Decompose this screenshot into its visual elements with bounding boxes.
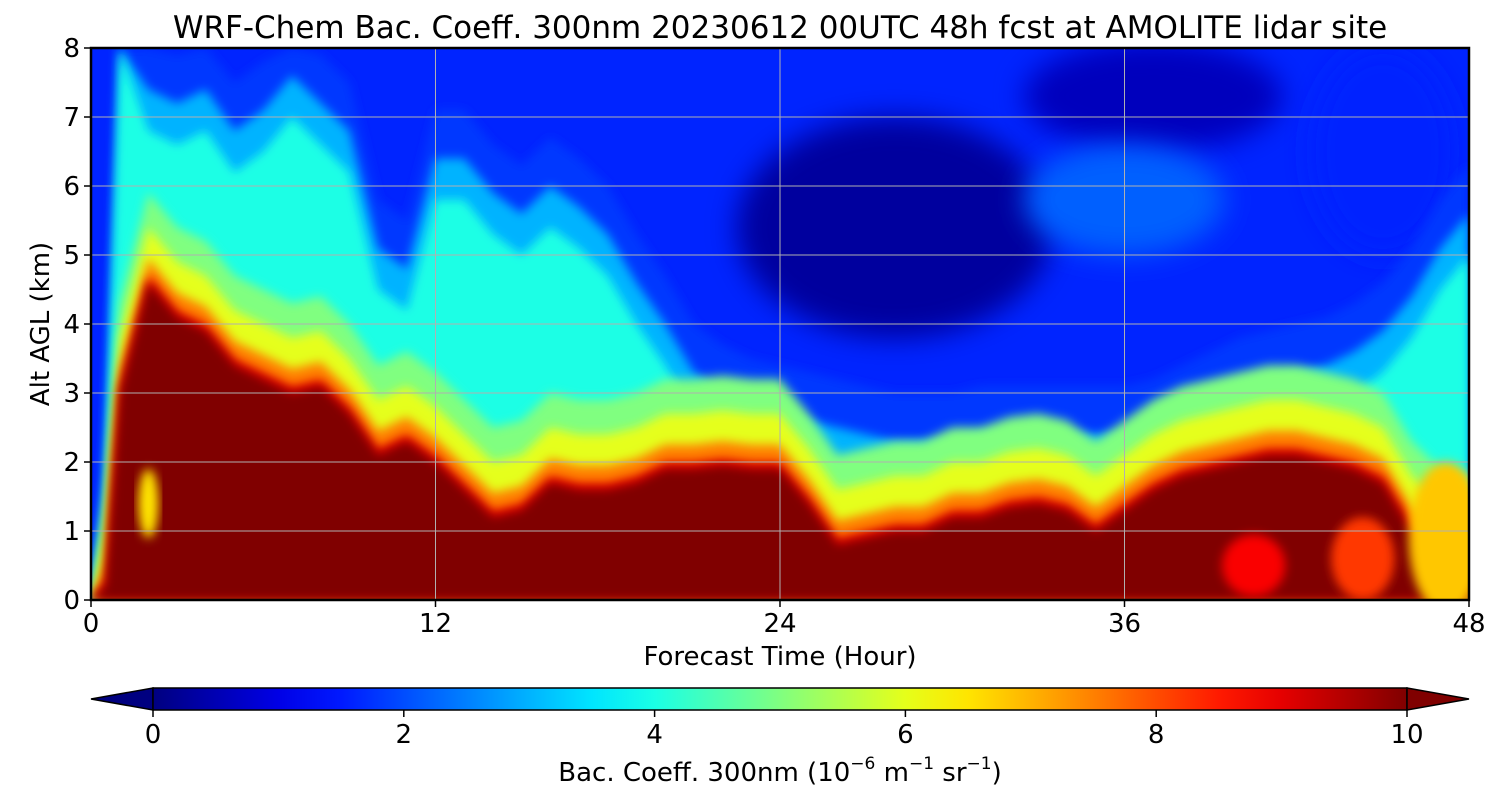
y-tick-label: 8 [63, 34, 80, 64]
colorbar-label-prefix: Bac. Coeff. 300nm (10 [558, 758, 850, 788]
embedded-patch [1408, 462, 1469, 600]
x-tick-label: 12 [419, 609, 452, 639]
x-axis-label: Forecast Time (Hour) [643, 642, 916, 672]
colorbar-label: Bac. Coeff. 300nm (10−6 m−1 sr−1) [558, 754, 1001, 788]
y-tick-label: 4 [63, 310, 80, 340]
low-value-patch [1024, 48, 1283, 152]
y-tick-label: 3 [63, 379, 80, 409]
low-value-patches [736, 48, 1455, 338]
colorbar-tick-label: 8 [1148, 720, 1165, 750]
embedded-patch [1222, 534, 1286, 597]
y-tick-label: 0 [63, 586, 80, 616]
colorbar-label-exp1: −6 [850, 754, 875, 774]
colorbar-label-exp2: −1 [909, 754, 934, 774]
colorbar-label-suffix: ) [992, 758, 1002, 788]
y-tick-label: 6 [63, 172, 80, 202]
embedded-patch [1331, 517, 1395, 600]
colorbar-tick-label: 2 [396, 720, 413, 750]
x-tick-label: 48 [1452, 609, 1485, 639]
colorbar-label-mid1: m [875, 758, 909, 788]
colorbar: 0 2 4 6 8 10 Bac. Coeff. 300nm (10−6 m−1 sr−1… [90, 687, 1470, 788]
colorbar-body [152, 687, 1408, 711]
low-value-patch [736, 116, 1053, 338]
chart-title: WRF-Chem Bac. Coeff. 300nm 20230612 00UT… [173, 10, 1387, 46]
colorbar-extend-low [90, 687, 154, 711]
y-tick-label: 5 [63, 241, 80, 271]
colorbar-tick-label: 4 [646, 720, 663, 750]
y-axis-label: Alt AGL (km) [26, 242, 56, 406]
y-tick-label: 7 [63, 103, 80, 133]
x-tick-label: 24 [763, 609, 796, 639]
y-ticks: 0 1 2 3 4 5 6 7 8 [63, 34, 91, 616]
colorbar-extend-high [1406, 687, 1470, 711]
embedded-patch [138, 468, 159, 538]
y-tick-label: 1 [63, 517, 80, 547]
x-tick-label: 36 [1108, 609, 1141, 639]
x-ticks: 0 12 24 36 48 [83, 600, 1486, 639]
colorbar-tick-label: 6 [897, 720, 914, 750]
low-value-patch [1311, 48, 1455, 255]
x-tick-label: 0 [83, 609, 100, 639]
plot-area [91, 48, 1469, 600]
colorbar-tick-label: 10 [1390, 720, 1423, 750]
colorbar-label-exp3: −1 [967, 754, 992, 774]
colorbar-label-mid2: sr [934, 758, 967, 788]
gridlines [91, 48, 1469, 600]
colorbar-ticks: 0 2 4 6 8 10 [145, 710, 1424, 750]
y-tick-label: 2 [63, 448, 80, 478]
colorbar-tick-label: 0 [145, 720, 162, 750]
